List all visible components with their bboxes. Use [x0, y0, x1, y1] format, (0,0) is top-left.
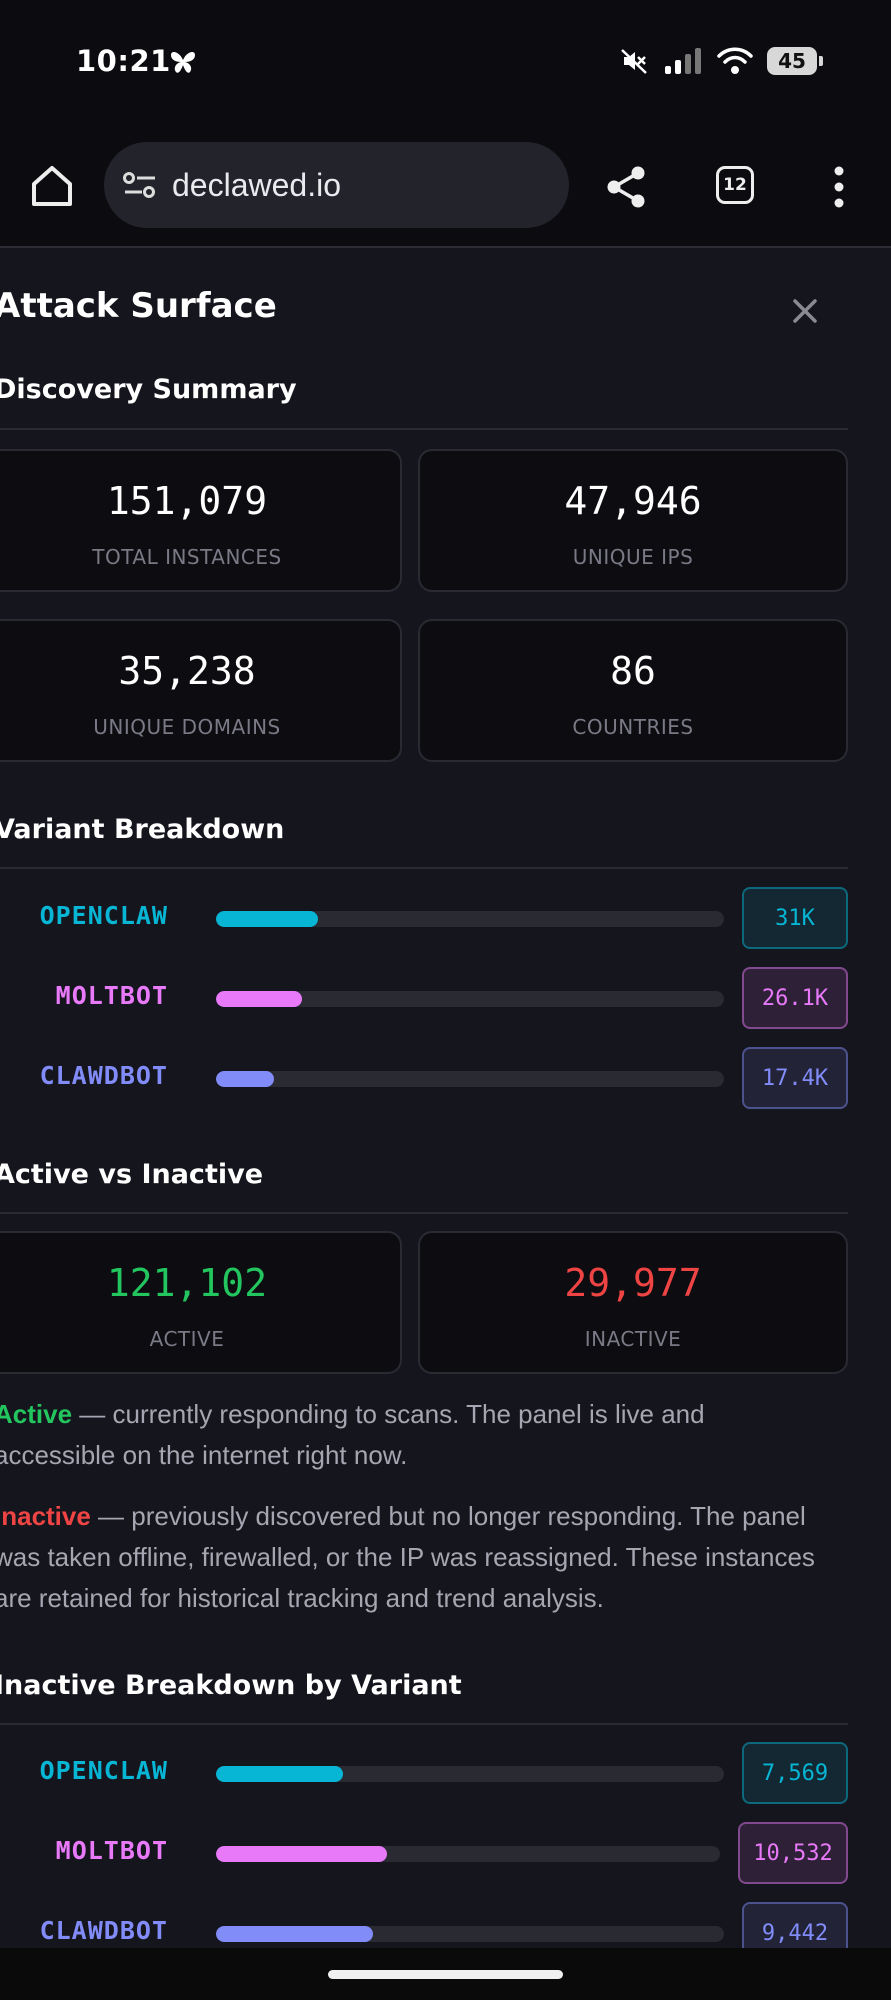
discovery-summary-title: Discovery Summary [0, 374, 297, 405]
active-description-text: — currently responding to scans. The pan… [0, 1399, 705, 1470]
variant-bar-track [216, 1926, 724, 1942]
stat-card-active: 121,102 ACTIVE [0, 1231, 402, 1374]
variant-name: MOLTBOT [55, 981, 168, 1010]
inactive-count: 29,977 [564, 1261, 702, 1305]
mute-icon [621, 49, 647, 74]
variant-bar-track [216, 911, 724, 927]
status-time: 10:21 [76, 44, 171, 78]
tabs-icon[interactable]: 12 [716, 166, 754, 204]
variant-name: CLAWDBOT [39, 1916, 168, 1945]
variant-bar-fill [216, 1926, 373, 1942]
stat-value: 151,079 [106, 479, 268, 523]
variant-name: CLAWDBOT [39, 1061, 168, 1090]
active-vs-inactive-title: Active vs Inactive [0, 1159, 264, 1190]
variant-bar-fill [216, 991, 302, 1007]
status-icons: 45 [619, 46, 823, 76]
stat-label: UNIQUE IPS [572, 545, 694, 569]
variant-bar-fill [216, 1766, 343, 1782]
inactive-row-openclaw: OPENCLAW 7,569 [0, 1742, 848, 1804]
gesture-nav-bar [0, 1948, 891, 2000]
panel-title: Attack Surface [0, 286, 277, 326]
address-bar[interactable]: declawed.io [104, 142, 569, 228]
home-icon[interactable] [28, 162, 76, 210]
stat-label: TOTAL INSTANCES [92, 545, 282, 569]
home-gesture-handle[interactable] [328, 1970, 563, 1979]
divider [0, 1723, 848, 1725]
url-text: declawed.io [172, 166, 341, 203]
variant-bar-track [216, 1071, 724, 1087]
signal-icon [665, 48, 701, 74]
inactive-description-text: — previously discovered but no longer re… [0, 1501, 815, 1613]
status-bar: 10:21 45 [0, 0, 891, 124]
variant-breakdown-title: Variant Breakdown [0, 814, 285, 845]
butterfly-icon [171, 52, 195, 73]
variant-row-clawdbot: CLAWDBOT 17.4K [0, 1047, 848, 1109]
variant-bar-fill [216, 1846, 387, 1862]
variant-bar-fill [216, 1071, 274, 1087]
stat-card-unique-domains: 35,238 UNIQUE DOMAINS [0, 619, 402, 762]
variant-count-badge: 26.1K [742, 967, 848, 1029]
variant-bar-track [216, 991, 724, 1007]
variant-name: OPENCLAW [39, 901, 168, 930]
variant-row-moltbot: MOLTBOT 26.1K [0, 967, 848, 1029]
stat-card-unique-ips: 47,946 UNIQUE IPS [418, 449, 848, 592]
tune-icon[interactable] [122, 170, 158, 200]
inactive-row-moltbot: MOLTBOT 10,532 [0, 1822, 848, 1884]
share-icon[interactable] [604, 164, 648, 210]
stat-card-inactive: 29,977 INACTIVE [418, 1231, 848, 1374]
stat-label: COUNTRIES [572, 715, 694, 739]
inactive-breakdown-title: Inactive Breakdown by Variant [0, 1670, 462, 1701]
inactive-row-clawdbot: CLAWDBOT 9,442 [0, 1902, 848, 1964]
variant-count-badge: 17.4K [742, 1047, 848, 1109]
variant-count-badge: 31K [742, 887, 848, 949]
inactive-keyword: Inactive [0, 1501, 91, 1531]
divider [0, 428, 848, 430]
variant-bar-track [216, 1846, 720, 1862]
variant-name: MOLTBOT [55, 1836, 168, 1865]
active-keyword: Active [0, 1399, 73, 1429]
divider [0, 867, 848, 869]
close-icon[interactable] [790, 296, 820, 326]
stat-label: INACTIVE [584, 1327, 682, 1351]
battery-icon: 45 [767, 47, 823, 75]
stat-value: 47,946 [564, 479, 702, 523]
active-description: Active — currently responding to scans. … [0, 1394, 824, 1476]
variant-count-badge: 7,569 [742, 1742, 848, 1804]
stat-card-total-instances: 151,079 TOTAL INSTANCES [0, 449, 402, 592]
stat-card-countries: 86 COUNTRIES [418, 619, 848, 762]
stat-value: 35,238 [118, 649, 256, 693]
variant-name: OPENCLAW [39, 1756, 168, 1785]
stat-value: 86 [610, 649, 656, 693]
browser-toolbar: declawed.io 12 [0, 124, 891, 248]
variant-bar-fill [216, 911, 318, 927]
stat-label: ACTIVE [149, 1327, 225, 1351]
variant-bar-track [216, 1766, 724, 1782]
more-vert-icon[interactable] [826, 164, 852, 210]
variant-row-openclaw: OPENCLAW 31K [0, 887, 848, 949]
stat-label: UNIQUE DOMAINS [93, 715, 281, 739]
variant-count-badge: 10,532 [738, 1822, 848, 1884]
divider [0, 1212, 848, 1214]
inactive-description: Inactive — previously discovered but no … [0, 1496, 824, 1619]
wifi-icon [717, 47, 753, 74]
active-count: 121,102 [106, 1261, 268, 1305]
